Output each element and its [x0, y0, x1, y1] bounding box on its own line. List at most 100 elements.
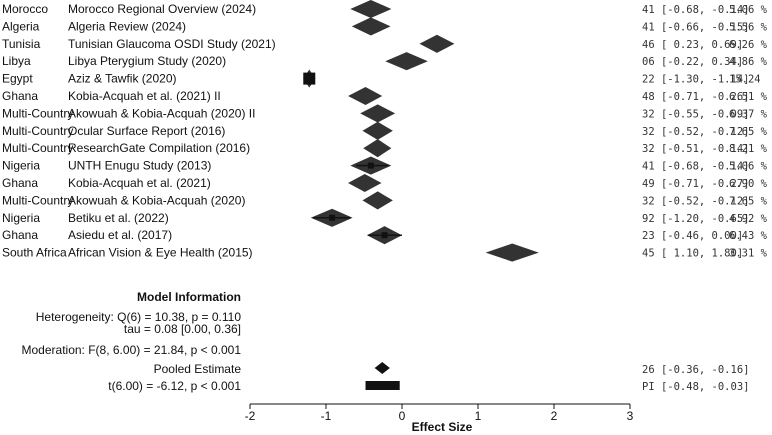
- study-country: Algeria: [2, 19, 40, 33]
- study-name: Tunisian Glaucoma OSDI Study (2021): [68, 37, 276, 51]
- pooled-ci-text: 26 [-0.36, -0.16]: [642, 364, 749, 376]
- study-row: South Africa African Vision & Eye Health …: [2, 243, 768, 262]
- study-ci-text: 41 [-0.66, -0.15]: [642, 21, 749, 33]
- study-country: Ghana: [2, 228, 38, 242]
- x-axis-ticks: -2 -1 0 1 2 3: [245, 404, 634, 423]
- study-ci-text: 45 [ 1.10, 1.80]: [642, 248, 743, 260]
- study-name: Asiedu et al. (2017): [68, 228, 172, 242]
- study-diamond: [363, 139, 392, 158]
- study-country: South Africa: [2, 246, 67, 260]
- pooled-test-label: t(6.00) = -6.12, p < 0.001: [108, 379, 241, 393]
- study-ci-text: 41 [-0.68, -0.14]: [642, 4, 749, 16]
- study-weight: 7.65 %: [729, 126, 768, 138]
- study-ci-text: 23 [-0.46, 0.00]: [642, 230, 743, 242]
- study-weight: 8.21 %: [729, 143, 768, 155]
- study-weight: 6.37 %: [729, 108, 768, 120]
- x-axis-label: Effect Size: [412, 420, 473, 434]
- study-row: Egypt Aziz & Tawfik (2020) 22 [-1.30, -1.1…: [2, 69, 761, 88]
- x-tick-label: 1: [475, 409, 482, 423]
- study-row: Ghana Asiedu et al. (2017) 23 [-0.46, 0.00…: [2, 226, 768, 245]
- study-row: Ghana Kobia-Acquah et al. (2021) II 48 [-0…: [2, 86, 768, 106]
- study-name: Libya Pterygium Study (2020): [68, 54, 226, 68]
- study-country: Multi-Country: [2, 106, 73, 120]
- study-row: Tunisia Tunisian Glaucoma OSDI Study (202…: [2, 34, 768, 53]
- x-tick-label: 0: [399, 409, 406, 423]
- study-diamond: [485, 243, 539, 262]
- pooled-label: Pooled Estimate: [154, 362, 242, 376]
- study-name: Betiku et al. (2022): [68, 211, 169, 225]
- pooled-pi-text: PI [-0.48, -0.03]: [642, 381, 749, 393]
- study-country: Multi-Country: [2, 141, 73, 155]
- study-diamond: [362, 191, 393, 210]
- study-name: Algeria Review (2024): [68, 19, 186, 33]
- prediction-interval-bar: [365, 381, 400, 390]
- study-name: Akowuah & Kobia-Acquah (2020) II: [68, 106, 255, 120]
- study-name: Kobia-Acquah et al. (2021): [68, 176, 211, 190]
- study-diamond: [350, 0, 392, 19]
- study-point: [367, 162, 374, 169]
- study-weight: 6.26 %: [729, 39, 768, 51]
- x-tick-label: 3: [627, 409, 634, 423]
- study-weight: 6.43 %: [729, 230, 768, 242]
- x-tick-label: -1: [321, 409, 332, 423]
- study-weight: 4.92 %: [729, 213, 768, 225]
- study-country: Ghana: [2, 176, 38, 190]
- study-name: Akowuah & Kobia-Acquah (2020): [68, 193, 245, 207]
- study-row: Nigeria Betiku et al. (2022) 92 [-1.20, -0…: [2, 208, 768, 227]
- x-tick-label: -2: [245, 409, 256, 423]
- study-ci-text: 48 [-0.71, -0.26]: [642, 91, 749, 103]
- study-ci-text: 06 [-0.22, 0.34]: [642, 56, 743, 68]
- study-row: Ghana Kobia-Acquah et al. (2021) 49 [-0.71…: [2, 173, 768, 193]
- study-weight: 15.24: [729, 74, 761, 86]
- study-diamond: [348, 173, 382, 193]
- study-ci-text: 92 [-1.20, -0.65]: [642, 213, 749, 225]
- study-name: ResearchGate Compilation (2016): [68, 141, 250, 155]
- study-point: [329, 214, 336, 221]
- study-name: Morocco Regional Overview (2024): [68, 2, 256, 16]
- study-country: Libya: [2, 54, 31, 68]
- study-weight: 7.65 %: [729, 195, 768, 207]
- study-ci-text: 41 [-0.68, -0.14]: [642, 161, 749, 173]
- study-name: Ocular Surface Report (2016): [68, 124, 225, 138]
- study-country: Egypt: [2, 72, 33, 86]
- study-rows: Morocco Morocco Regional Overview (2024) 4…: [2, 0, 768, 262]
- study-name: African Vision & Eye Health (2015): [68, 246, 253, 260]
- study-diamond: [348, 86, 383, 106]
- study-weight: 6.90 %: [729, 178, 768, 190]
- study-name: Kobia-Acquah et al. (2021) II: [68, 89, 221, 103]
- study-diamond: [362, 121, 393, 140]
- study-ci-text: 32 [-0.52, -0.12]: [642, 195, 749, 207]
- study-row: Nigeria UNTH Enugu Study (2013) 41 [-0.68,…: [2, 156, 768, 175]
- model-info-title: Model Information: [137, 290, 241, 304]
- study-ci-text: 22 [-1.30, -1.14]: [642, 74, 749, 86]
- tau-stat: tau = 0.08 [0.00, 0.36]: [124, 322, 241, 336]
- study-ci-text: 49 [-0.71, -0.27]: [642, 178, 749, 190]
- study-row: Libya Libya Pterygium Study (2020) 06 [-0.…: [2, 52, 768, 71]
- x-tick-label: 2: [551, 409, 558, 423]
- study-weight: 6.51 %: [729, 91, 768, 103]
- study-country: Tunisia: [2, 37, 41, 51]
- study-diamond: [360, 104, 396, 123]
- study-ci-text: 32 [-0.52, -0.12]: [642, 126, 749, 138]
- study-name: UNTH Enugu Study (2013): [68, 159, 211, 173]
- study-ci-text: 46 [ 0.23, 0.69]: [642, 39, 743, 51]
- study-diamond: [419, 34, 455, 53]
- study-country: Multi-Country: [2, 193, 73, 207]
- study-ci-text: 32 [-0.51, -0.14]: [642, 143, 749, 155]
- study-weight: 5.06 %: [729, 4, 768, 16]
- study-country: Morocco: [2, 2, 48, 16]
- study-weight-box: [303, 72, 316, 85]
- study-ci-text: 32 [-0.55, -0.09]: [642, 108, 749, 120]
- study-weight: 3.31 %: [729, 248, 768, 260]
- study-country: Ghana: [2, 89, 38, 103]
- study-diamond: [351, 17, 391, 36]
- study-point: [381, 232, 388, 239]
- study-country: Multi-Country: [2, 124, 73, 138]
- study-country: Nigeria: [2, 159, 40, 173]
- study-diamond: [385, 52, 428, 71]
- study-weight: 4.86 %: [729, 56, 768, 68]
